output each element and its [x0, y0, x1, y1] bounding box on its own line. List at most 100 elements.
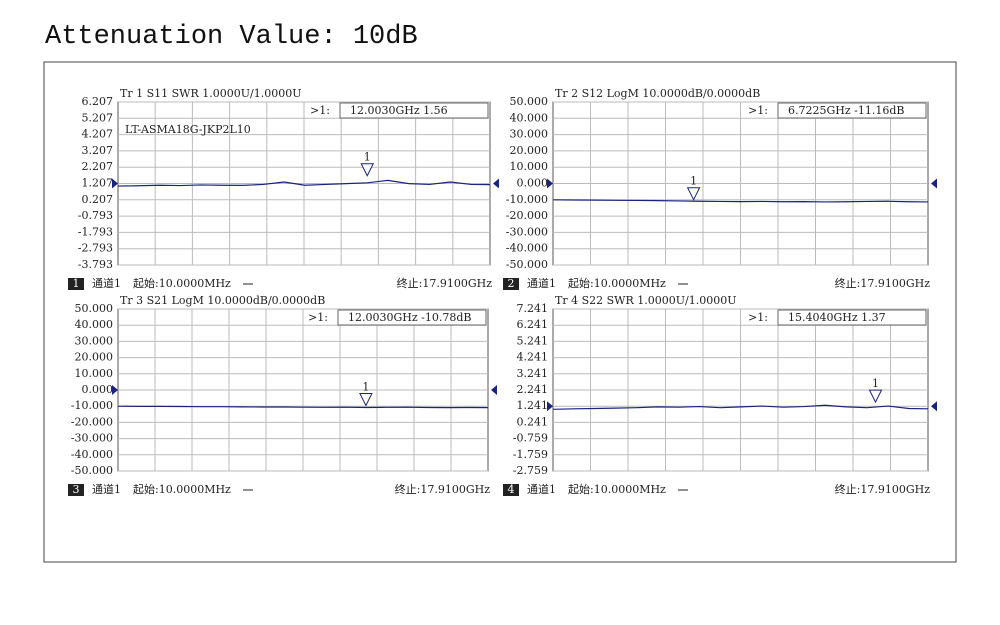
y-tick-label: -0.793	[78, 209, 113, 222]
channel-label: 通道1	[92, 482, 121, 496]
y-tick-label: 3.241	[517, 367, 549, 380]
trace	[117, 405, 489, 409]
y-tick-label: 5.207	[82, 111, 114, 124]
y-tick-label: -3.793	[78, 258, 113, 271]
ref-arrow-right	[491, 385, 497, 395]
channel-box	[503, 484, 519, 496]
y-tick-label: -30.000	[506, 225, 548, 238]
marker-triangle	[686, 187, 701, 201]
ref-arrow-left	[112, 178, 118, 189]
ref-arrow-left	[547, 178, 553, 189]
marker-label: 1	[690, 175, 697, 188]
trace-header: Tr 1 S11 SWR 1.0000U/1.0000U	[120, 87, 301, 100]
y-tick-label: 5.241	[517, 334, 549, 347]
y-tick-label: -10.000	[71, 399, 113, 412]
marker-name: >1:	[748, 104, 768, 117]
marker-readout-box	[337, 309, 487, 326]
channel-label: 通道1	[527, 276, 556, 290]
channel-box	[503, 278, 519, 290]
y-tick-label: 1.207	[82, 177, 114, 190]
y-tick-label: 40.000	[75, 318, 114, 331]
marker-readout: 15.4040GHz 1.37	[788, 311, 886, 324]
marker-label: 1	[362, 380, 369, 393]
trace	[552, 199, 929, 203]
channel-number: 1	[73, 277, 80, 290]
channel-number: 3	[73, 483, 80, 496]
y-tick-label: 20.000	[75, 351, 114, 364]
y-tick-label: -20.000	[71, 415, 113, 428]
y-tick-label: -30.000	[71, 432, 113, 445]
channel-box	[68, 484, 84, 496]
trace	[117, 179, 491, 187]
marker-readout-box	[777, 309, 927, 326]
start-label: 起始:10.0000MHz	[568, 276, 666, 290]
channel-label: 通道1	[92, 276, 121, 290]
y-tick-label: 10.000	[510, 160, 549, 173]
marker-name: >1:	[308, 311, 328, 324]
y-tick-label: -50.000	[506, 258, 548, 271]
y-tick-label: 6.207	[82, 95, 114, 108]
y-tick-label: 0.000	[517, 177, 549, 190]
page-title: Attenuation Value: 10dB	[45, 22, 418, 52]
y-tick-label: -1.793	[78, 225, 113, 238]
y-tick-label: 30.000	[510, 128, 549, 141]
marker-readout: 12.0030GHz 1.56	[350, 104, 448, 117]
y-tick-label: -40.000	[506, 242, 548, 255]
y-tick-label: 10.000	[75, 367, 114, 380]
y-tick-label: -40.000	[71, 448, 113, 461]
marker-readout: 12.0030GHz -10.78dB	[348, 311, 472, 324]
ref-arrow-left	[547, 401, 553, 412]
marker-triangle	[359, 392, 373, 407]
start-label: 起始:10.0000MHz	[568, 482, 666, 496]
y-tick-label: 40.000	[510, 111, 549, 124]
y-tick-label: 4.207	[82, 128, 114, 141]
start-label: 起始:10.0000MHz	[133, 482, 231, 496]
trace	[552, 404, 929, 410]
y-tick-label: 30.000	[75, 334, 114, 347]
y-tick-label: 50.000	[510, 95, 549, 108]
frame	[43, 61, 957, 563]
y-tick-label: 1.241	[517, 399, 549, 412]
marker-label: 1	[364, 151, 371, 164]
y-tick-label: 7.241	[517, 302, 549, 315]
y-tick-label: 0.241	[517, 415, 549, 428]
start-label: 起始:10.0000MHz	[133, 276, 231, 290]
y-tick-label: 2.207	[82, 160, 114, 173]
y-tick-label: 3.207	[82, 144, 114, 157]
y-tick-label: -0.759	[513, 432, 548, 445]
annotation: LT-ASMA18G-JKP2L10	[125, 123, 251, 136]
y-tick-label: -50.000	[71, 464, 113, 477]
channel-label: 通道1	[527, 482, 556, 496]
trace-header: Tr 2 S12 LogM 10.0000dB/0.0000dB	[555, 87, 760, 100]
y-tick-label: 6.241	[517, 318, 549, 331]
stop-label: 终止:17.9100GHz	[397, 276, 493, 290]
y-tick-label: -2.759	[513, 464, 548, 477]
y-tick-label: 20.000	[510, 144, 549, 157]
marker-readout-box	[339, 102, 489, 119]
y-tick-label: -1.759	[513, 448, 548, 461]
y-tick-label: 2.241	[517, 383, 549, 396]
ref-arrow-right	[931, 178, 937, 189]
marker-readout: 6.7225GHz -11.16dB	[788, 104, 905, 117]
channel-box	[68, 278, 84, 290]
channel-number: 2	[508, 277, 515, 290]
y-tick-label: 50.000	[75, 302, 114, 315]
marker-name: >1:	[748, 311, 768, 324]
ref-arrow-right	[493, 178, 499, 189]
marker-triangle	[868, 389, 883, 404]
marker-label: 1	[872, 377, 879, 390]
y-tick-label: 0.000	[82, 383, 114, 396]
y-tick-label: -20.000	[506, 209, 548, 222]
ref-arrow-left	[112, 385, 118, 395]
y-tick-label: -2.793	[78, 242, 113, 255]
marker-triangle	[360, 163, 375, 177]
stop-label: 终止:17.9100GHz	[395, 482, 491, 496]
marker-readout-box	[777, 102, 927, 119]
ref-arrow-right	[931, 401, 937, 412]
trace-header: Tr 3 S21 LogM 10.0000dB/0.0000dB	[120, 294, 325, 307]
marker-name: >1:	[310, 104, 330, 117]
y-tick-label: 4.241	[517, 351, 549, 364]
y-tick-label: 0.207	[82, 193, 114, 206]
stop-label: 终止:17.9100GHz	[835, 276, 931, 290]
